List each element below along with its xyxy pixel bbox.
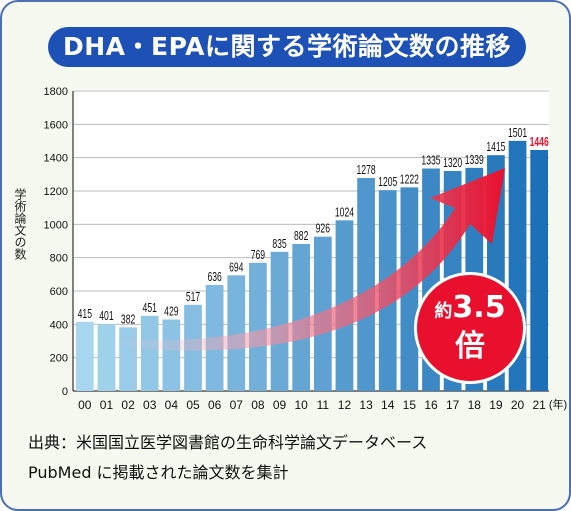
bar	[530, 150, 549, 391]
data-label: 882	[294, 229, 308, 243]
x-tick-label: 18	[468, 398, 482, 412]
x-axis-unit: (年)	[549, 397, 567, 411]
source-line-2: PubMed に掲載された論文数を集計	[28, 463, 289, 482]
x-tick-label: 01	[100, 398, 114, 412]
data-label: 1222	[400, 173, 419, 187]
data-label: 1415	[486, 141, 505, 155]
x-tick-label: 02	[121, 398, 135, 412]
y-tick-label: 1000	[44, 219, 68, 231]
x-tick-label: 11	[317, 398, 330, 412]
x-tick-label: 19	[489, 398, 503, 412]
x-tick-label: 15	[403, 398, 417, 412]
y-tick-label: 1200	[44, 186, 68, 198]
x-tick-label: 08	[251, 398, 265, 412]
data-label: 451	[143, 301, 157, 315]
y-tick-label: 0	[62, 386, 68, 398]
data-label: 1278	[357, 163, 376, 177]
x-tick-label: 12	[338, 398, 352, 412]
x-tick-label: 14	[381, 398, 395, 412]
y-tick-label: 800	[50, 253, 68, 265]
chart-title: DHA・EPAに関する学術論文数の推移	[48, 27, 526, 67]
data-label: 769	[251, 248, 265, 262]
data-label: 694	[229, 261, 243, 275]
bar	[292, 244, 311, 391]
y-tick-label: 400	[50, 319, 68, 331]
bar	[249, 262, 267, 391]
badge-number: 3.5	[452, 290, 506, 325]
data-label: 636	[207, 270, 221, 284]
y-axis-label: 学術論文の数	[13, 188, 27, 260]
bar	[119, 327, 137, 391]
x-tick-label: 21	[533, 398, 547, 412]
data-label: 926	[316, 222, 330, 236]
x-tick-label: 07	[230, 398, 244, 412]
bar	[227, 275, 246, 391]
y-tick-label: 200	[50, 353, 68, 365]
data-label: 429	[164, 305, 178, 319]
x-tick-label: 10	[295, 398, 309, 412]
growth-badge: 約3.5 倍	[414, 272, 526, 384]
data-label: 415	[78, 307, 92, 321]
x-tick-label: 17	[446, 398, 460, 412]
data-label: 517	[186, 290, 200, 304]
data-label: 1335	[421, 154, 440, 168]
data-label: 401	[99, 310, 113, 324]
y-tick-label: 1800	[44, 86, 68, 98]
y-tick-label: 600	[50, 286, 68, 298]
x-tick-label: 04	[165, 398, 179, 412]
source-line-1: 出典：米国国立医学図書館の生命科学論文データベース	[28, 433, 428, 452]
x-tick-label: 03	[143, 398, 157, 412]
data-label: 1501	[508, 126, 527, 140]
badge-suffix: 倍	[455, 329, 485, 364]
data-label: 1446	[530, 135, 549, 149]
data-label: 1320	[443, 156, 462, 170]
x-tick-label: 16	[424, 398, 438, 412]
bar	[97, 324, 116, 391]
data-label: 835	[272, 237, 286, 251]
data-label: 1339	[465, 153, 484, 167]
x-tick-label: 20	[511, 398, 525, 412]
bar	[357, 178, 375, 391]
bar	[140, 315, 159, 391]
x-tick-label: 06	[208, 398, 222, 412]
x-tick-label: 13	[359, 398, 373, 412]
y-tick-label: 1400	[44, 153, 68, 165]
data-label: 382	[121, 313, 135, 327]
bar	[75, 321, 94, 391]
y-tick-label: 1600	[44, 119, 68, 131]
x-tick-label: 05	[186, 398, 200, 412]
bar	[270, 251, 289, 391]
data-label: 1024	[335, 206, 354, 220]
badge-prefix: 約	[434, 301, 453, 322]
trend-arrow	[113, 168, 505, 351]
x-tick-label: 00	[78, 398, 92, 412]
x-tick-label: 09	[273, 398, 287, 412]
bar	[162, 319, 181, 391]
data-label: 1205	[378, 176, 397, 190]
